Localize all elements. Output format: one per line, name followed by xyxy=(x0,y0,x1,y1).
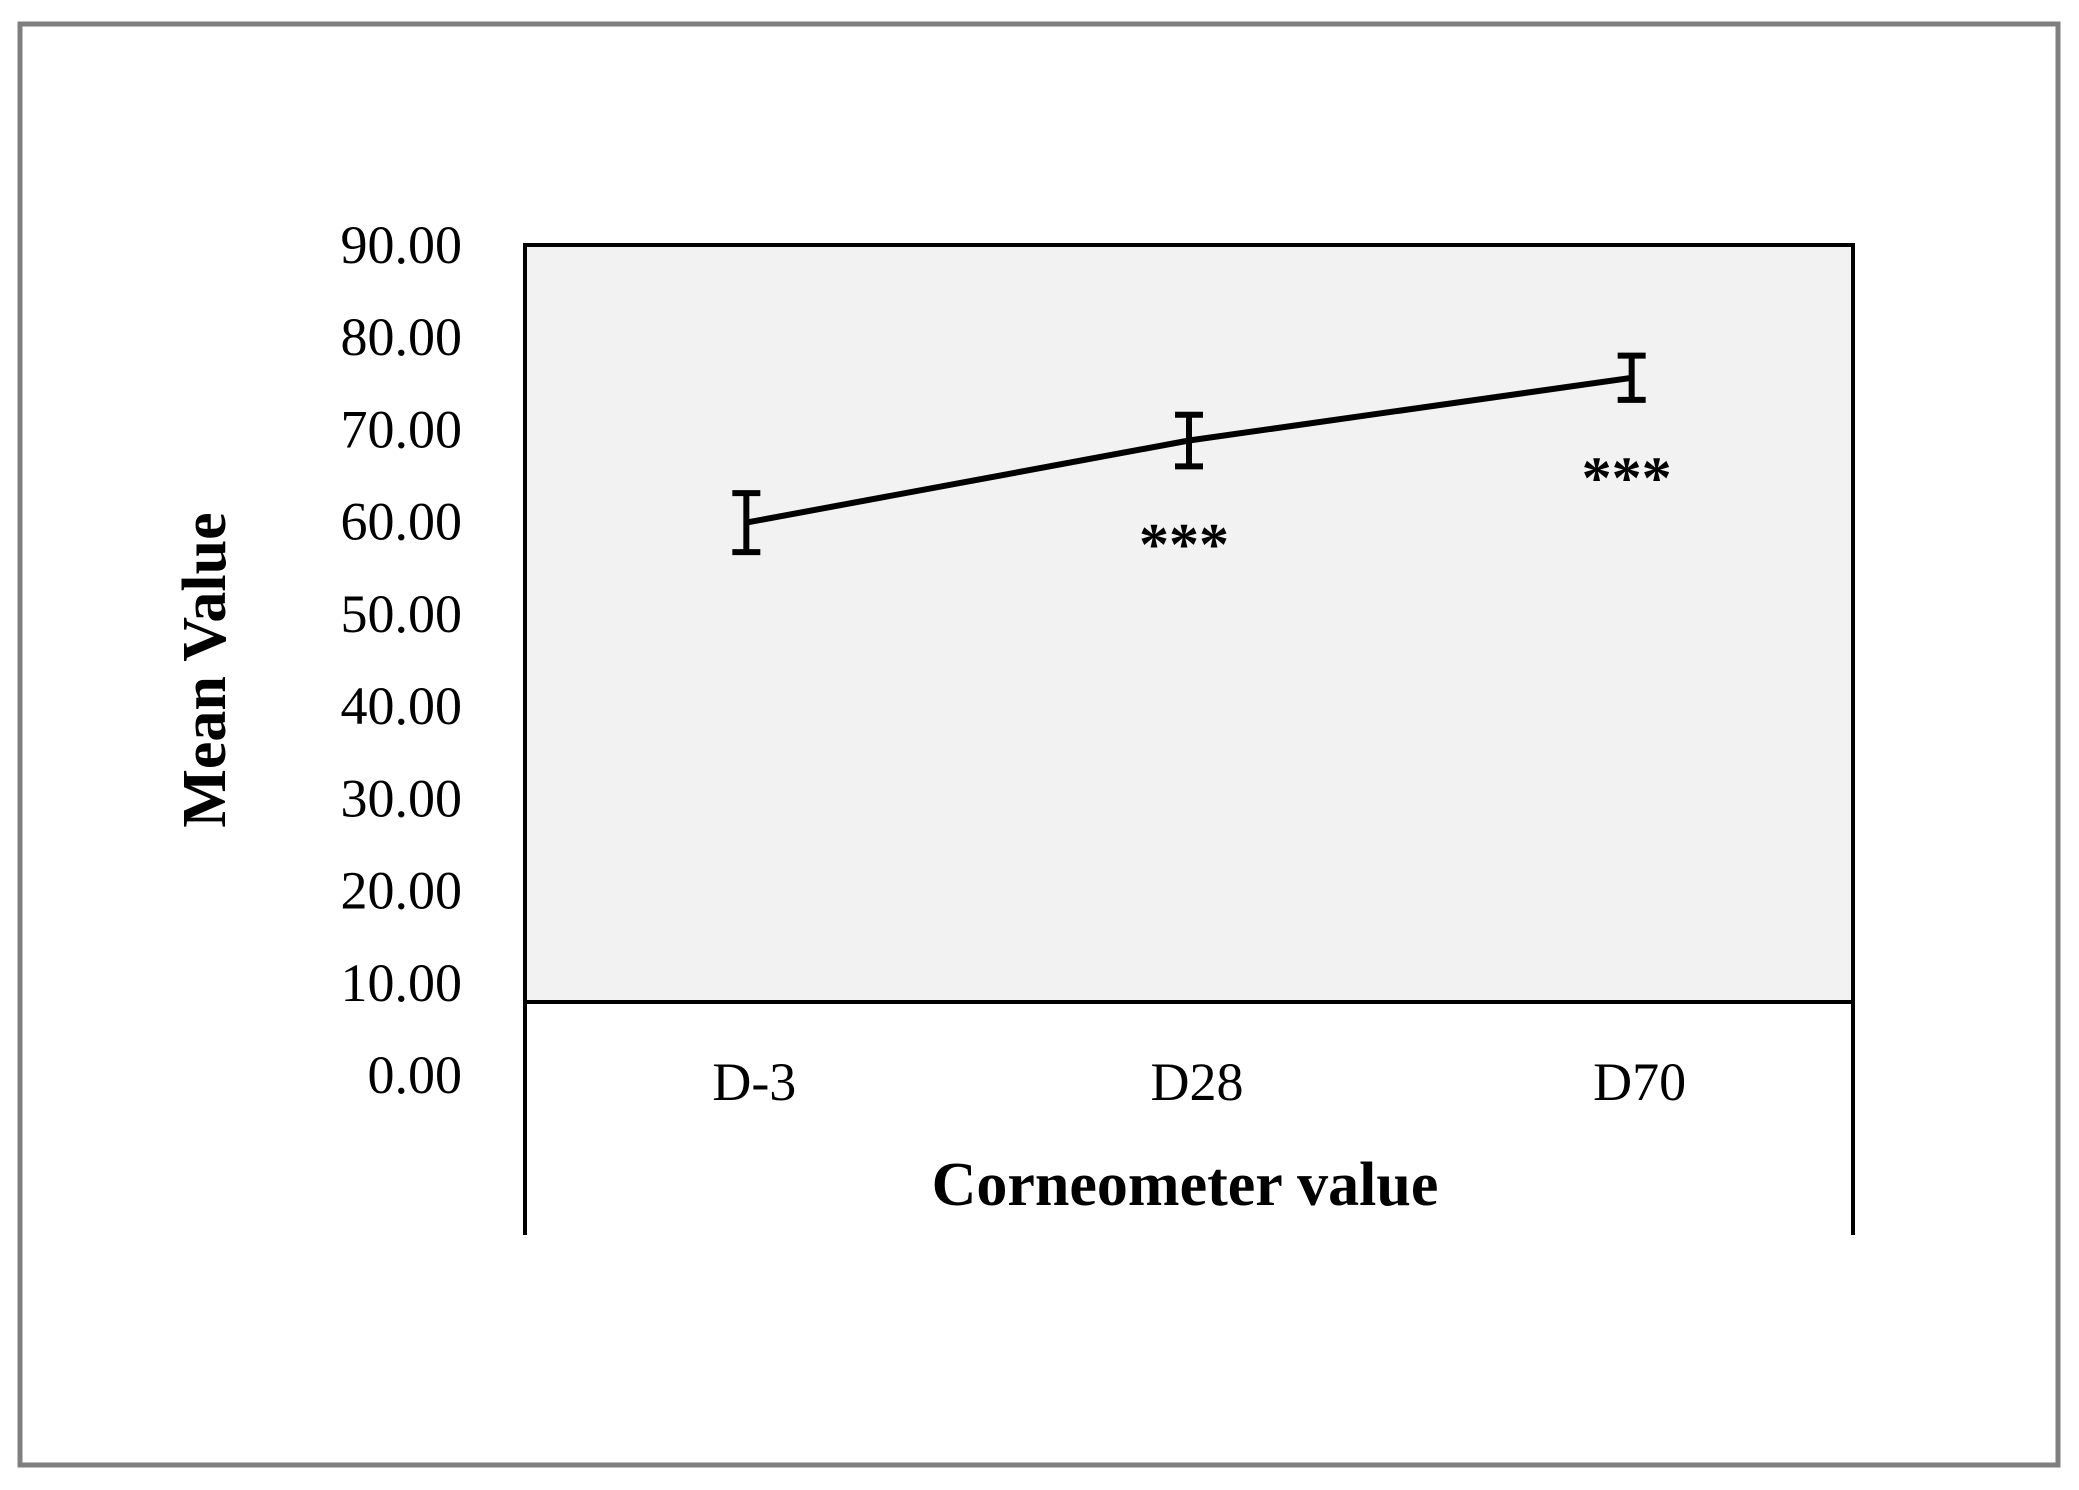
y-tick-labels: 0.00 10.00 20.00 30.00 40.00 50.00 60.00 70.00 8… xyxy=(341,215,463,1105)
y-tick-label: 40.00 xyxy=(341,676,463,736)
y-tick-label: 80.00 xyxy=(341,307,463,367)
y-tick-label: 90.00 xyxy=(341,215,463,275)
plot-frame xyxy=(523,243,1855,1235)
y-tick-label: 20.00 xyxy=(341,861,463,921)
x-axis-title: Corneometer value xyxy=(932,1151,1439,1219)
y-tick-label: 50.00 xyxy=(341,584,463,644)
y-tick-label: 70.00 xyxy=(341,399,463,459)
y-tick-label: 60.00 xyxy=(341,492,463,552)
significance-annotation: *** xyxy=(1582,445,1672,511)
x-tick-labels: D-3 D28 D70 xyxy=(712,1052,1686,1112)
x-tick-label: D-3 xyxy=(712,1052,796,1112)
y-tick-label: 10.00 xyxy=(341,953,463,1013)
y-axis-title: Mean Value xyxy=(171,512,239,827)
significance-annotation: *** xyxy=(1139,511,1229,577)
series-line xyxy=(745,374,1633,526)
x-tick-label: D28 xyxy=(1151,1052,1244,1112)
y-tick-label: 30.00 xyxy=(341,768,463,828)
significance-annotations: *** *** xyxy=(1139,445,1672,577)
x-tick-label: D70 xyxy=(1593,1052,1686,1112)
y-tick-label: 0.00 xyxy=(368,1045,463,1105)
plot-area xyxy=(525,245,1853,1002)
